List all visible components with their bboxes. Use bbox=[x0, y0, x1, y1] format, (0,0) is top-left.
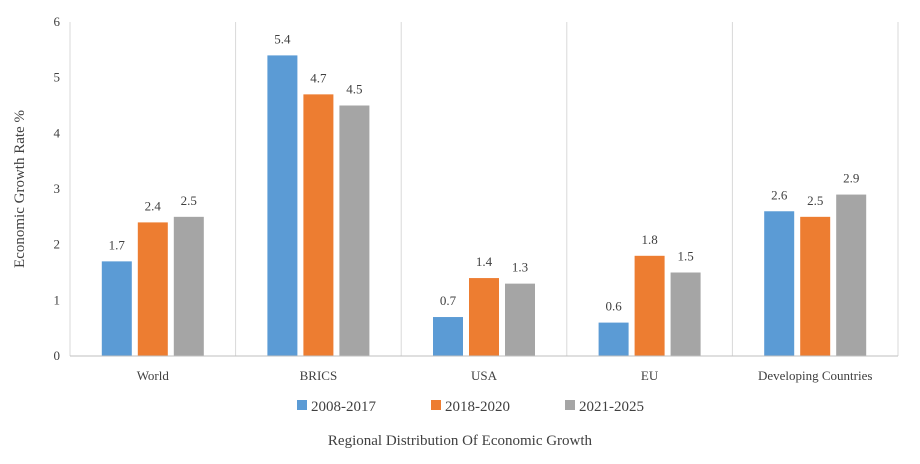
x-axis-title: Regional Distribution Of Economic Growth bbox=[328, 433, 593, 449]
y-tick-label: 0 bbox=[54, 348, 61, 363]
legend-label: 2021-2025 bbox=[579, 399, 644, 415]
x-tick-label: BRICS bbox=[300, 368, 338, 383]
x-tick-label: EU bbox=[641, 368, 659, 383]
y-tick-label: 3 bbox=[54, 181, 61, 196]
bar-2008-2017 bbox=[267, 55, 298, 357]
data-label: 4.7 bbox=[310, 70, 327, 85]
legend-label: 2008-2017 bbox=[311, 399, 376, 415]
y-axis-ticks: 0 1 2 3 4 5 6 bbox=[54, 14, 61, 363]
bar-2021-2025 bbox=[505, 283, 535, 356]
bar-2008-2017 bbox=[598, 322, 629, 356]
bar-2021-2025 bbox=[670, 272, 701, 356]
data-label: 4.5 bbox=[346, 82, 362, 97]
bar-2018-2020 bbox=[303, 94, 334, 356]
data-label: 1.8 bbox=[641, 232, 657, 247]
legend-label: 2018-2020 bbox=[445, 399, 510, 415]
data-label: 5.4 bbox=[274, 31, 291, 46]
bar-2018-2020 bbox=[800, 216, 831, 356]
y-tick-label: 2 bbox=[54, 237, 61, 252]
data-label: 2.5 bbox=[181, 193, 197, 208]
bar-2018-2020 bbox=[469, 278, 499, 356]
y-tick-label: 6 bbox=[54, 14, 61, 29]
category-separators bbox=[69, 22, 899, 356]
y-axis-title: Economic Growth Rate % bbox=[12, 110, 28, 268]
bar-2021-2025 bbox=[339, 105, 370, 356]
x-tick-label: USA bbox=[471, 368, 498, 383]
bar-2021-2025 bbox=[836, 194, 867, 356]
x-tick-label: World bbox=[137, 368, 170, 383]
legend-swatch bbox=[297, 400, 307, 410]
data-label: 0.6 bbox=[605, 299, 622, 314]
data-label: 2.9 bbox=[843, 171, 859, 186]
bar-2021-2025 bbox=[173, 216, 204, 356]
data-label: 2.6 bbox=[771, 187, 788, 202]
x-tick-label: Developing Countries bbox=[758, 368, 872, 383]
bar-2008-2017 bbox=[433, 317, 463, 356]
data-labels: 1.7 2.4 2.5 5.4 4.7 4.5 0.7 1.4 1.3 0.6 1.8 1.5 2.6 2… bbox=[109, 31, 860, 313]
data-label: 1.7 bbox=[109, 237, 126, 252]
data-label: 1.5 bbox=[677, 249, 693, 264]
x-axis-ticks: World BRICS USA EU Developing Countries bbox=[137, 368, 873, 383]
legend-swatch bbox=[431, 400, 441, 410]
bars bbox=[101, 55, 867, 357]
data-label: 0.7 bbox=[440, 293, 457, 308]
y-tick-label: 4 bbox=[54, 125, 61, 140]
data-label: 2.5 bbox=[807, 193, 823, 208]
data-label: 2.4 bbox=[145, 198, 162, 213]
bar-2008-2017 bbox=[101, 261, 132, 356]
y-tick-label: 5 bbox=[54, 70, 61, 85]
bar-2008-2017 bbox=[764, 211, 795, 356]
bar-2018-2020 bbox=[137, 222, 168, 356]
bar-2018-2020 bbox=[634, 255, 665, 356]
legend-swatch bbox=[565, 400, 575, 410]
legend: 2008-2017 2018-2020 2021-2025 bbox=[297, 399, 644, 415]
data-label: 1.4 bbox=[476, 254, 493, 269]
y-tick-label: 1 bbox=[54, 292, 61, 307]
data-label: 1.3 bbox=[512, 260, 528, 275]
